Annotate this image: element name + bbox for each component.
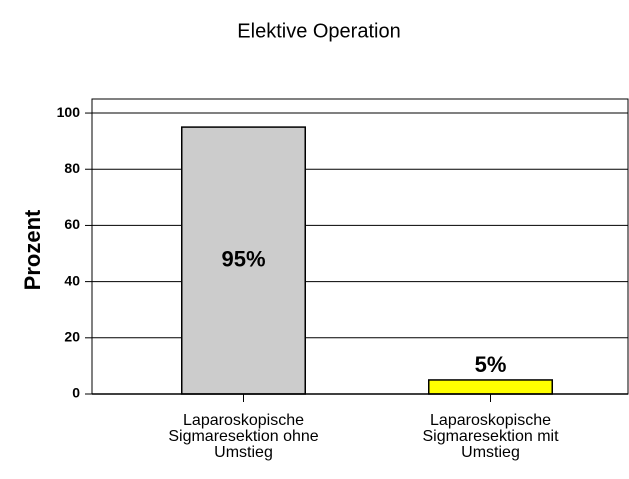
chart-title: Elektive Operation — [237, 20, 400, 42]
y-tick-label: 20 — [64, 329, 80, 345]
x-tick-label: Laparoskopische Sigmaresektion mit Umsti… — [422, 412, 559, 461]
y-tick-label: 0 — [72, 385, 80, 401]
y-axis-label: Prozent — [20, 209, 45, 290]
y-tick-label: 60 — [64, 216, 80, 232]
y-tick-label: 80 — [64, 160, 80, 176]
y-tick-label: 100 — [57, 104, 81, 120]
value-label: 95% — [221, 246, 265, 271]
y-tick-label: 40 — [64, 272, 80, 288]
x-tick-label: Laparoskopische Sigmaresektion ohne Umst… — [168, 412, 319, 461]
value-label: 5% — [475, 352, 507, 377]
bar — [428, 379, 553, 395]
bar — [181, 126, 306, 395]
plot-frame — [91, 98, 629, 395]
